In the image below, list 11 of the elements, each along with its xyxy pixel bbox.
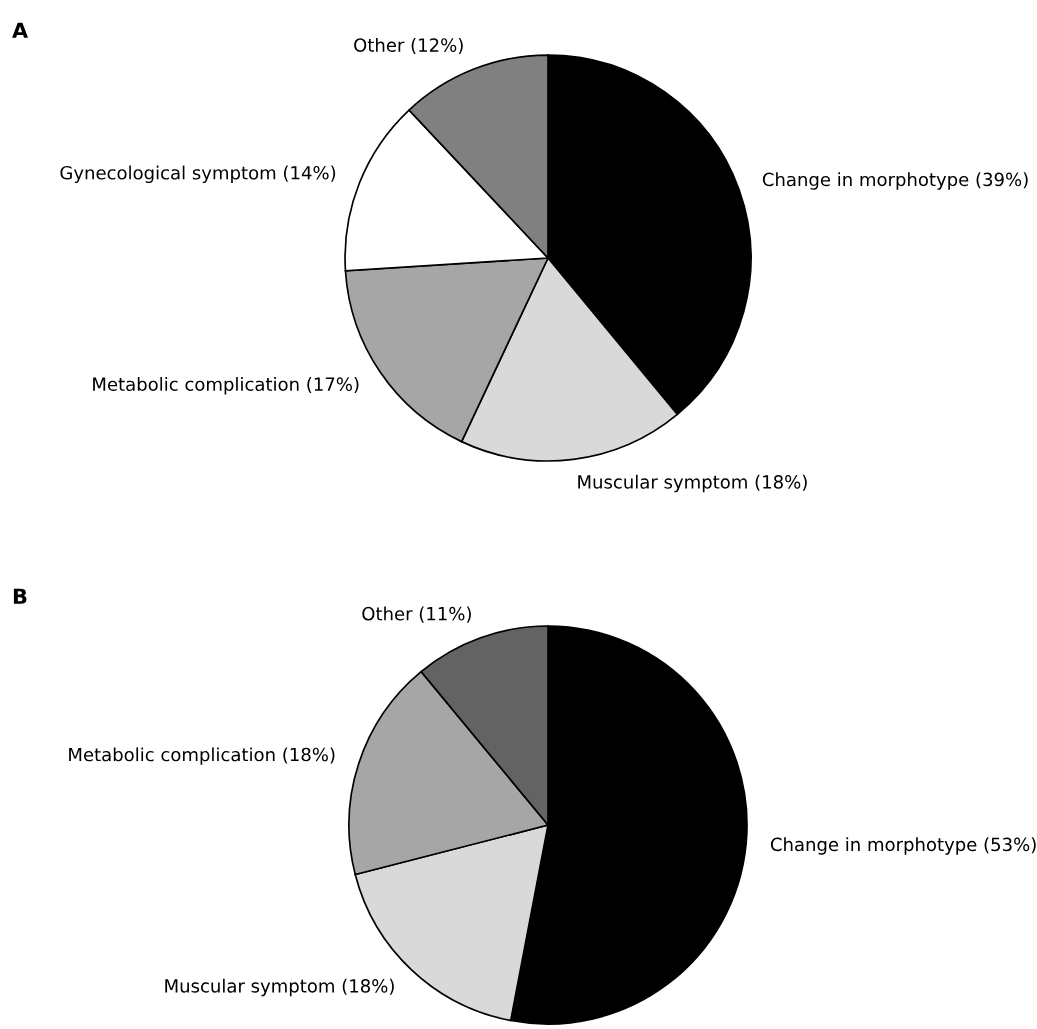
slice-label: Change in morphotype (39%)	[762, 172, 1028, 190]
slice-label: Other (11%)	[362, 606, 471, 623]
slice-label: Muscular symptom (18%)	[578, 474, 807, 493]
slice-label: Muscular symptom (18%)	[165, 978, 394, 997]
chart-title: B	[13, 588, 27, 604]
slice-label: Other (12%)	[354, 37, 463, 55]
slice-label: Metabolic complication (18%)	[69, 747, 335, 765]
slice-label: Change in morphotype (53%)	[770, 837, 1036, 855]
chart-title: A	[12, 22, 29, 38]
slice-label: Metabolic complication (17%)	[93, 377, 359, 395]
slice-label: Gynecological symptom (14%)	[60, 165, 336, 184]
